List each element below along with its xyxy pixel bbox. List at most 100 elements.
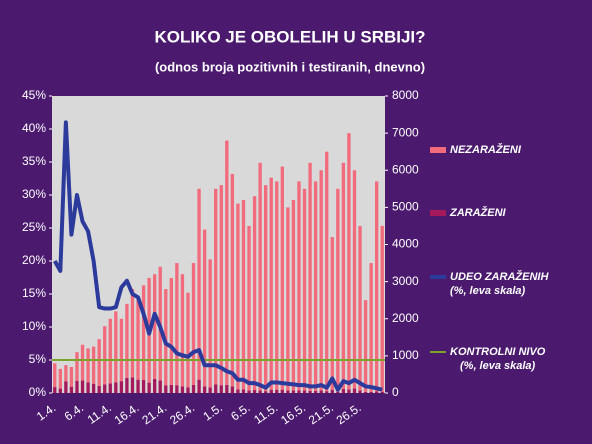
bar <box>219 185 223 386</box>
bar <box>175 385 179 393</box>
bar <box>375 181 379 392</box>
bar <box>336 391 340 393</box>
bar <box>341 388 346 393</box>
bar <box>169 384 173 393</box>
y2-tick-label: 3000 <box>392 274 419 288</box>
y2-tick-label: 5000 <box>392 200 419 214</box>
bar <box>286 390 290 393</box>
bar <box>64 365 68 382</box>
bar <box>325 391 329 393</box>
bar <box>214 384 218 393</box>
legend-label: UDEO ZARAŽENIH <box>450 270 549 283</box>
bar <box>86 382 90 393</box>
bar <box>330 389 334 393</box>
bar <box>80 380 85 393</box>
bar <box>147 382 151 393</box>
bar <box>180 274 185 387</box>
bar <box>280 166 284 390</box>
bar <box>103 326 107 385</box>
bar <box>369 263 373 392</box>
bar <box>164 385 168 393</box>
bar <box>352 388 357 393</box>
bar <box>75 380 79 393</box>
legend-swatch <box>430 351 446 353</box>
bar <box>64 381 68 393</box>
bar <box>319 390 323 393</box>
bar <box>186 292 190 388</box>
bar <box>197 188 201 380</box>
bar <box>358 225 362 391</box>
bar <box>313 390 318 393</box>
bar <box>369 391 373 393</box>
y-tick-label: 0% <box>29 385 47 399</box>
y2-tick-label: 2000 <box>392 311 419 325</box>
bar <box>69 367 74 387</box>
legend-swatch <box>430 275 446 279</box>
bar <box>141 285 146 381</box>
legend-note: (%, leva skala) <box>450 285 526 297</box>
bar <box>58 368 62 389</box>
y-tick-label: 30% <box>22 187 46 201</box>
bar <box>125 303 129 378</box>
bar <box>208 259 212 388</box>
y-tick-label: 45% <box>22 88 46 102</box>
y-tick-label: 20% <box>22 253 46 267</box>
bar <box>347 389 351 393</box>
bar <box>103 384 107 393</box>
bar <box>286 207 290 391</box>
bar <box>119 381 124 393</box>
y2-tick-label: 0 <box>392 385 399 399</box>
chart-subtitle: (odnos broja pozitivnih i testiranih, dn… <box>155 59 425 74</box>
bar <box>197 379 201 393</box>
bar <box>208 387 212 393</box>
bar <box>58 388 62 393</box>
y2-tick-label: 7000 <box>392 125 419 139</box>
bar <box>91 383 96 393</box>
bar <box>330 237 334 390</box>
bar <box>297 181 301 391</box>
bar <box>75 352 79 381</box>
bar <box>352 170 357 389</box>
y-tick-label: 25% <box>22 220 46 234</box>
bar <box>252 390 257 393</box>
bar <box>191 384 196 393</box>
bar <box>125 377 129 393</box>
legend-label: KONTROLNI NIVO <box>450 346 546 358</box>
bar <box>347 133 351 390</box>
y2-tick-label: 1000 <box>392 348 419 362</box>
bar <box>247 225 251 391</box>
bar <box>186 387 190 393</box>
bar <box>269 389 273 393</box>
bar <box>169 277 173 385</box>
bar <box>114 311 118 383</box>
bar <box>308 162 312 391</box>
legend-note: (%, leva skala) <box>460 360 536 372</box>
bar <box>252 196 257 391</box>
y-tick-label: 40% <box>22 121 46 135</box>
bar <box>336 188 340 392</box>
bar <box>130 377 135 393</box>
bar <box>53 363 57 388</box>
bar <box>319 170 323 391</box>
bar <box>363 300 368 392</box>
bar <box>175 263 179 386</box>
y-tick-label: 15% <box>22 286 46 300</box>
bar <box>264 185 268 392</box>
bar <box>297 390 301 393</box>
bar <box>114 382 118 393</box>
bar <box>191 263 196 385</box>
bar <box>136 379 140 393</box>
bar <box>358 390 362 393</box>
bar <box>275 389 279 393</box>
bar <box>241 199 246 390</box>
bar <box>202 229 207 387</box>
y2-tick-label: 8000 <box>392 88 419 102</box>
bar <box>225 140 229 385</box>
bar <box>53 387 57 393</box>
bar <box>302 390 307 393</box>
bar <box>380 225 384 392</box>
bar <box>258 162 262 391</box>
bar <box>308 390 312 393</box>
bar <box>225 384 229 393</box>
